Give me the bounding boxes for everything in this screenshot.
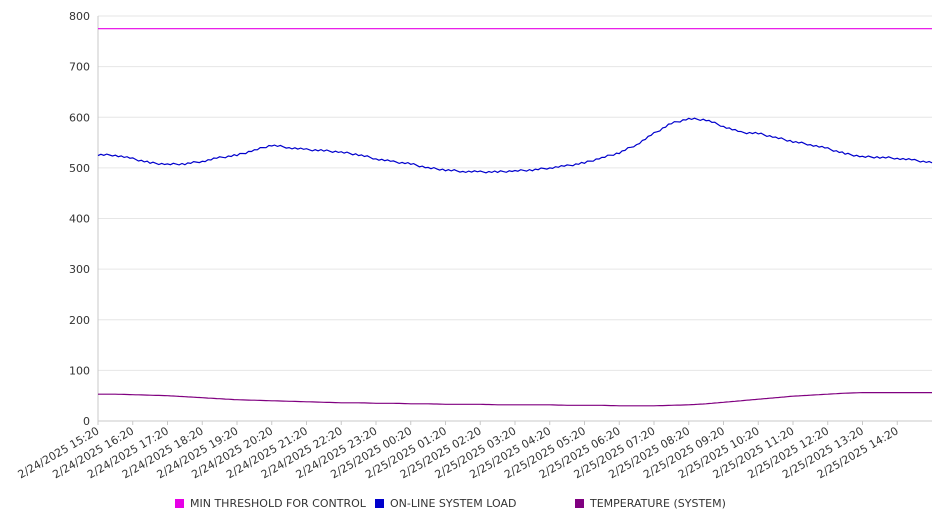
legend-item-system-load[interactable]: ON-LINE SYSTEM LOAD [375,497,516,510]
y-tick-label: 600 [69,111,90,124]
y-tick-label: 300 [69,263,90,276]
y-tick-label: 100 [69,364,90,377]
legend-label: TEMPERATURE (SYSTEM) [590,497,726,510]
legend-label: ON-LINE SYSTEM LOAD [390,497,517,510]
y-tick-label: 800 [69,10,90,23]
x-axis-ticks: 2/24/2025 15:202/24/2025 16:202/24/2025 … [16,421,901,481]
legend-swatch [375,499,384,508]
legend: MIN THRESHOLD FOR CONTROL ON-LINE SYSTEM… [0,497,946,515]
y-axis-ticks: 0 100 200 300 400 500 600 700 800 [69,10,90,428]
grid-lines [98,15,932,422]
legend-swatch [575,499,584,508]
legend-item-min-threshold[interactable]: MIN THRESHOLD FOR CONTROL [175,497,366,510]
y-tick-label: 500 [69,162,90,175]
series-line-1 [97,117,933,174]
series-layer [97,28,933,407]
y-tick-label: 200 [69,314,90,327]
y-tick-label: 0 [83,415,90,428]
y-tick-label: 400 [69,213,90,226]
legend-swatch [175,499,184,508]
y-tick-label: 700 [69,61,90,74]
legend-item-temperature[interactable]: TEMPERATURE (SYSTEM) [575,497,726,510]
legend-label: MIN THRESHOLD FOR CONTROL [190,497,366,510]
series-line-2 [98,392,932,407]
